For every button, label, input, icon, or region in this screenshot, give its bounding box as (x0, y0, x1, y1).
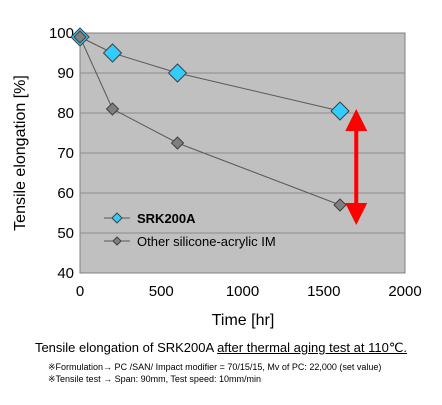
y-tick-label: 50 (57, 225, 74, 242)
caption-prefix: Tensile elongation of SRK200A (34, 340, 218, 355)
y-tick-label: 80 (57, 105, 74, 122)
data-point (73, 30, 87, 44)
x-tick-label: 2000 (388, 283, 421, 300)
caption-underlined: after thermal aging test at 110℃. (217, 340, 408, 355)
data-point (333, 198, 347, 212)
data-point (330, 101, 350, 121)
y-tick-label: 90 (57, 65, 74, 82)
annotations (345, 109, 368, 225)
data-point (102, 43, 123, 63)
series-line (79, 36, 341, 112)
legend-marker (111, 212, 123, 224)
double-arrow (345, 109, 368, 225)
y-tick-label: 100 (49, 25, 74, 42)
note-tensile-test: ※Tensile test → Span: 90mm, Test speed: … (48, 374, 261, 384)
y-tick-label: 70 (57, 145, 74, 162)
legend-marker (112, 236, 122, 246)
legend: SRK200A Other silicone-acrylic IM (104, 211, 276, 249)
legend-label: SRK200A (137, 211, 196, 226)
series-group (70, 27, 350, 212)
figure-caption: Tensile elongation of SRK200A after ther… (0, 340, 442, 356)
x-axis-title: Time [hr] (212, 312, 275, 329)
data-point (170, 136, 185, 150)
series-line (79, 36, 341, 206)
y-axis-title: Tensile elongation [%] (12, 75, 29, 231)
x-tick-label: 1000 (226, 283, 259, 300)
data-point (167, 63, 188, 83)
legend-label: Other silicone-acrylic IM (137, 234, 276, 249)
gridlines (80, 72, 405, 234)
y-tick-label: 60 (57, 185, 74, 202)
x-tick-label: 1500 (307, 283, 340, 300)
note-formulation: ※Formulation→ PC /SAN/ Impact modifier =… (48, 362, 382, 372)
data-point (105, 102, 120, 116)
x-tick-label: 0 (76, 283, 84, 300)
y-tick-label: 40 (57, 265, 74, 282)
x-tick-label: 500 (149, 283, 174, 300)
